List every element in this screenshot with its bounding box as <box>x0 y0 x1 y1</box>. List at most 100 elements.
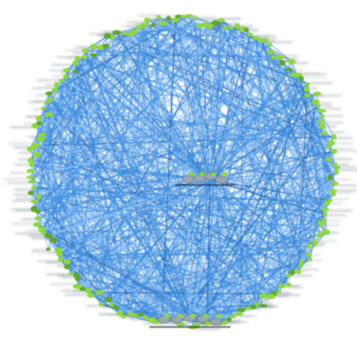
hub-cluster-layer <box>149 172 235 328</box>
graph-edge <box>105 45 334 195</box>
graph-node-icon <box>120 314 127 319</box>
graph-node-icon <box>38 226 46 233</box>
graph-edge <box>130 219 325 315</box>
graph-node-icon <box>317 119 324 125</box>
graph-node-icon <box>259 293 269 299</box>
graph-node-icon <box>330 148 338 154</box>
graph-node-icon <box>87 292 95 298</box>
graph-node-icon <box>54 247 63 254</box>
graph-edge <box>70 51 271 275</box>
graph-edge <box>41 179 211 230</box>
graph-node-icon <box>285 273 292 278</box>
graph-edge <box>134 25 201 32</box>
graph-node-icon <box>177 314 183 318</box>
graph-edge <box>43 62 76 234</box>
graph-edge <box>29 101 316 150</box>
graph-node-icon <box>312 241 318 247</box>
graph-node-icon <box>38 132 47 137</box>
graph-node-icon <box>321 207 330 212</box>
graph-node-icon <box>112 30 121 35</box>
graph-edge <box>107 35 323 128</box>
graph-edge <box>112 37 117 308</box>
graph-node-icon <box>195 23 205 28</box>
graph-edge <box>43 50 86 234</box>
graph-node-icon <box>327 140 336 146</box>
graph-node-icon <box>36 121 43 126</box>
graph-node-icon <box>317 220 325 227</box>
graph-node-icon <box>317 109 327 113</box>
graph-edge <box>99 37 114 293</box>
graph-edge <box>119 33 126 314</box>
graph-node-icon <box>34 216 41 221</box>
graph-edge <box>50 99 211 181</box>
graph-edge <box>189 214 326 321</box>
graph-edge <box>38 121 321 198</box>
graph-node-icon <box>313 91 322 96</box>
graph-node-icon <box>109 301 115 307</box>
graph-edge <box>134 31 221 325</box>
graph-edge <box>77 58 197 326</box>
graph-node-icon <box>35 115 43 122</box>
graph-node-icon <box>234 23 241 30</box>
graph-node-icon <box>234 312 244 316</box>
graph-node-icon <box>73 272 80 279</box>
graph-edge <box>41 19 222 230</box>
graph-node-icon <box>74 55 81 61</box>
graph-node-icon <box>329 189 337 193</box>
graph-node-icon <box>289 269 296 276</box>
graph-node-icon <box>217 17 225 23</box>
graph-node-icon <box>89 53 98 57</box>
graph-edge <box>93 46 293 273</box>
graph-node-icon <box>164 314 170 318</box>
node-labels-layer <box>3 14 357 330</box>
graph-edge <box>182 16 211 181</box>
graph-node-icon <box>72 283 82 289</box>
graph-node-icon <box>84 287 92 294</box>
graph-node-icon <box>316 103 321 109</box>
graph-node-icon <box>97 44 104 50</box>
graph-edge <box>41 171 337 230</box>
graph-edge <box>84 50 197 326</box>
graph-edge <box>139 26 332 144</box>
graph-node-icon <box>156 14 161 20</box>
graph-node-icon <box>298 262 304 268</box>
graph-node-icon <box>222 320 228 326</box>
graph-node-icon <box>32 151 41 158</box>
graph-node-icon <box>30 199 40 204</box>
graph-node-icon <box>205 23 214 29</box>
graph-node-icon <box>143 17 151 23</box>
graph-node-icon <box>105 296 112 303</box>
graph-edge <box>180 309 242 325</box>
graph-node-icon <box>319 123 326 130</box>
graph-edge <box>40 139 147 318</box>
graph-node-icon <box>176 322 186 327</box>
graph-node-icon <box>306 243 312 249</box>
graph-edge <box>130 23 164 315</box>
graph-node-icon <box>278 284 286 289</box>
graph-edge <box>88 289 163 322</box>
graph-node-icon <box>203 314 209 318</box>
graph-edge <box>161 179 211 322</box>
graph-edge <box>48 114 331 179</box>
graph-node-icon <box>330 192 337 197</box>
graph-edge <box>34 187 328 204</box>
graph-edge <box>171 171 337 320</box>
graph-node-icon <box>27 157 34 164</box>
graph-edge <box>209 179 309 256</box>
graph-node-icon <box>81 54 88 60</box>
graph-edge <box>161 20 176 322</box>
graph-edge <box>31 164 316 245</box>
graph-node-icon <box>31 185 37 190</box>
graph-node-icon <box>259 304 268 308</box>
graph-node-icon <box>112 305 120 309</box>
graph-edge <box>300 78 325 221</box>
graph-edge <box>101 179 211 305</box>
graph-edge <box>30 170 249 309</box>
graph-node-icon <box>171 17 180 23</box>
graph-edge <box>48 114 181 325</box>
hub-node-icon <box>182 175 195 183</box>
graph-edge <box>171 142 332 320</box>
graph-edge <box>215 22 293 273</box>
